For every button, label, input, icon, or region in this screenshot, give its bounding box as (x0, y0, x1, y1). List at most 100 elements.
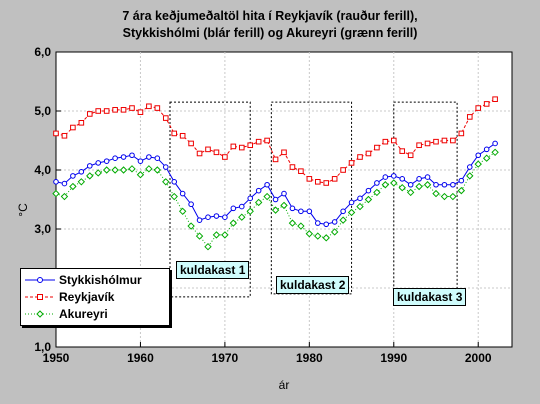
kuldakast-label-3: kuldakast 3 (393, 288, 467, 306)
data-point (120, 107, 127, 113)
data-point (212, 231, 221, 239)
data-point (398, 183, 406, 192)
data-point (483, 146, 490, 153)
legend-item-akureyri: Akureyri (25, 306, 108, 322)
data-point (331, 176, 338, 182)
data-point (136, 171, 145, 179)
data-point (492, 140, 498, 147)
data-point (60, 192, 69, 201)
data-point (340, 208, 346, 215)
data-point (433, 181, 439, 188)
kuldakast-label-2: kuldakast 2 (276, 276, 350, 294)
data-point (120, 154, 127, 160)
legend: Stykkishólmur Reykjavík Akureyri (20, 268, 170, 326)
data-point (440, 192, 449, 201)
data-point (433, 138, 439, 145)
data-point (381, 181, 390, 189)
x-tick-label: 2000 (465, 351, 492, 365)
data-point (306, 176, 313, 182)
data-point (390, 137, 397, 144)
data-point (238, 144, 245, 151)
kuldakast-box-3 (393, 101, 458, 292)
data-point (111, 166, 119, 174)
x-tick-label: 1990 (380, 351, 407, 365)
data-point (449, 192, 457, 201)
data-point (450, 181, 456, 188)
data-point (78, 120, 85, 126)
data-point (195, 232, 204, 240)
data-point (129, 152, 135, 159)
data-point (298, 208, 304, 215)
data-point (162, 164, 169, 170)
y-tick-label: 5,0 (34, 104, 51, 118)
data-point (246, 207, 254, 216)
data-point (314, 179, 321, 185)
data-point (255, 138, 262, 145)
data-point (306, 208, 313, 215)
data-point (340, 167, 346, 173)
data-point (491, 148, 499, 157)
data-point (323, 221, 330, 228)
data-point (61, 132, 68, 139)
data-point (86, 111, 93, 117)
data-point (364, 195, 373, 204)
data-point (357, 195, 363, 202)
data-point (230, 205, 237, 212)
data-point (330, 228, 339, 236)
data-point (365, 187, 372, 194)
data-point (263, 192, 271, 201)
data-point (222, 214, 228, 220)
data-point (128, 165, 136, 173)
data-point (170, 192, 178, 201)
data-point (103, 108, 110, 114)
data-point (146, 103, 152, 110)
data-point (424, 174, 431, 180)
data-point (475, 105, 482, 111)
data-point (416, 176, 422, 182)
data-point (171, 130, 178, 137)
data-point (271, 206, 280, 214)
data-point (94, 169, 102, 177)
y-tick-label: 1,0 (34, 340, 51, 354)
data-point (86, 163, 93, 169)
data-point (314, 232, 322, 240)
data-point (399, 176, 406, 182)
data-point (457, 186, 466, 195)
data-point (188, 140, 194, 147)
data-point (466, 172, 474, 180)
data-point (374, 180, 380, 186)
data-point (178, 207, 187, 216)
data-point (153, 166, 162, 174)
data-point (280, 201, 288, 210)
y-tick-label: 6,0 (34, 45, 51, 59)
data-point (305, 230, 314, 238)
data-point (221, 231, 229, 239)
data-point (129, 105, 135, 111)
data-point (272, 196, 279, 203)
legend-swatch-red (25, 294, 55, 300)
data-point (222, 154, 228, 160)
data-point (407, 152, 414, 159)
data-point (297, 222, 305, 230)
data-point (406, 188, 415, 197)
data-point (373, 188, 381, 197)
data-point (69, 182, 77, 191)
data-point (281, 149, 287, 156)
data-point (475, 152, 482, 159)
data-point (289, 164, 296, 170)
data-point (416, 142, 422, 149)
data-point (52, 189, 60, 198)
data-point (162, 178, 170, 186)
data-point (77, 178, 86, 186)
data-point (441, 137, 448, 144)
data-point (137, 109, 144, 115)
series-line-1 (55, 98, 496, 184)
data-point (205, 214, 211, 220)
data-point (450, 137, 456, 144)
data-point (382, 138, 389, 145)
data-point (407, 181, 414, 188)
data-point (196, 217, 203, 223)
legend-item-stykkisholmur: Stykkishólmur (25, 272, 142, 288)
data-point (171, 179, 178, 185)
